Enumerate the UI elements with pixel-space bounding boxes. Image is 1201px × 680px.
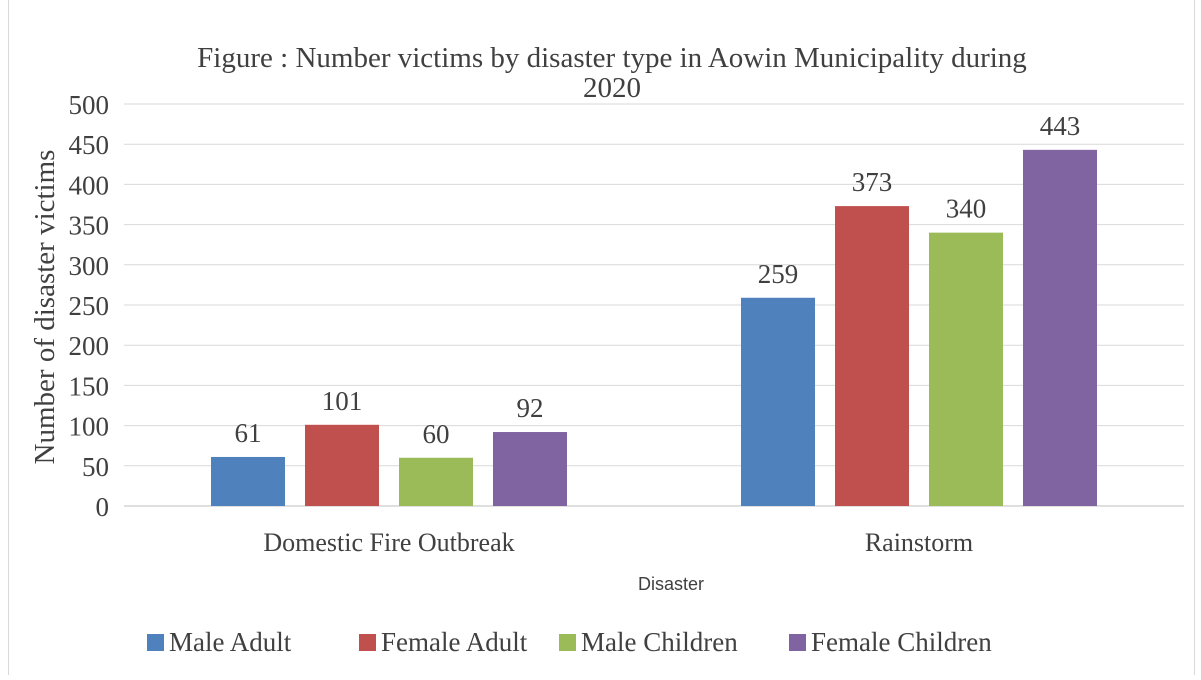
- bar: [211, 456, 285, 506]
- bar: [1023, 149, 1097, 506]
- data-label: 259: [758, 259, 799, 289]
- gridlines: [124, 103, 1184, 507]
- y-tick-label: 400: [69, 170, 110, 200]
- y-axis-ticks: 0 50 100 150 200 250 300 350 400 450 500: [69, 90, 110, 522]
- chart-title-line2: 2020: [583, 72, 641, 104]
- data-label: 101: [322, 386, 363, 416]
- y-axis-label: Number of disaster victims: [29, 150, 61, 465]
- legend-swatch: [559, 634, 576, 651]
- y-tick-label: 250: [69, 291, 110, 321]
- legend-swatch: [147, 634, 164, 651]
- y-tick-label: 200: [69, 331, 110, 361]
- bar: [835, 206, 909, 506]
- x-axis-label: Disaster: [638, 574, 704, 594]
- y-tick-label: 100: [69, 412, 110, 442]
- x-axis-categories: Domestic Fire Outbreak Rainstorm: [263, 528, 973, 557]
- data-label: 340: [946, 194, 987, 224]
- legend-swatch: [789, 634, 806, 651]
- bars: [211, 149, 1097, 506]
- data-label: 61: [235, 418, 262, 448]
- data-label: 373: [852, 167, 893, 197]
- chart-frame: 61 101 60 92 259 373 340 443 0 50 100 150 200 250 300…: [8, 0, 1195, 675]
- data-labels: 61 101 60 92 259 373 340 443: [235, 111, 1081, 449]
- bar: [493, 432, 567, 506]
- legend-label: Male Adult: [169, 627, 292, 657]
- bar-chart: 61 101 60 92 259 373 340 443 0 50 100 150 200 250 300…: [29, 42, 1184, 657]
- legend: Male Adult Female Adult Male Children Femal…: [147, 627, 992, 657]
- data-label: 60: [423, 419, 450, 449]
- y-tick-label: 300: [69, 251, 110, 281]
- y-tick-label: 0: [96, 492, 110, 522]
- y-tick-label: 500: [69, 90, 110, 120]
- legend-label: Female Children: [811, 627, 992, 657]
- chart-title-line1: Figure : Number victims by disaster type…: [197, 42, 1027, 74]
- legend-label: Female Adult: [381, 627, 528, 657]
- data-label: 92: [517, 393, 544, 423]
- legend-swatch: [359, 634, 376, 651]
- y-tick-label: 50: [82, 452, 109, 482]
- y-tick-label: 350: [69, 211, 110, 241]
- bar: [741, 297, 815, 506]
- bar: [305, 424, 379, 506]
- data-label: 443: [1040, 111, 1081, 141]
- y-tick-label: 450: [69, 130, 110, 160]
- y-tick-label: 150: [69, 371, 110, 401]
- bar: [929, 232, 1003, 506]
- legend-label: Male Children: [581, 627, 738, 657]
- x-tick-label: Domestic Fire Outbreak: [263, 528, 514, 557]
- bar: [399, 457, 473, 506]
- x-tick-label: Rainstorm: [865, 528, 973, 557]
